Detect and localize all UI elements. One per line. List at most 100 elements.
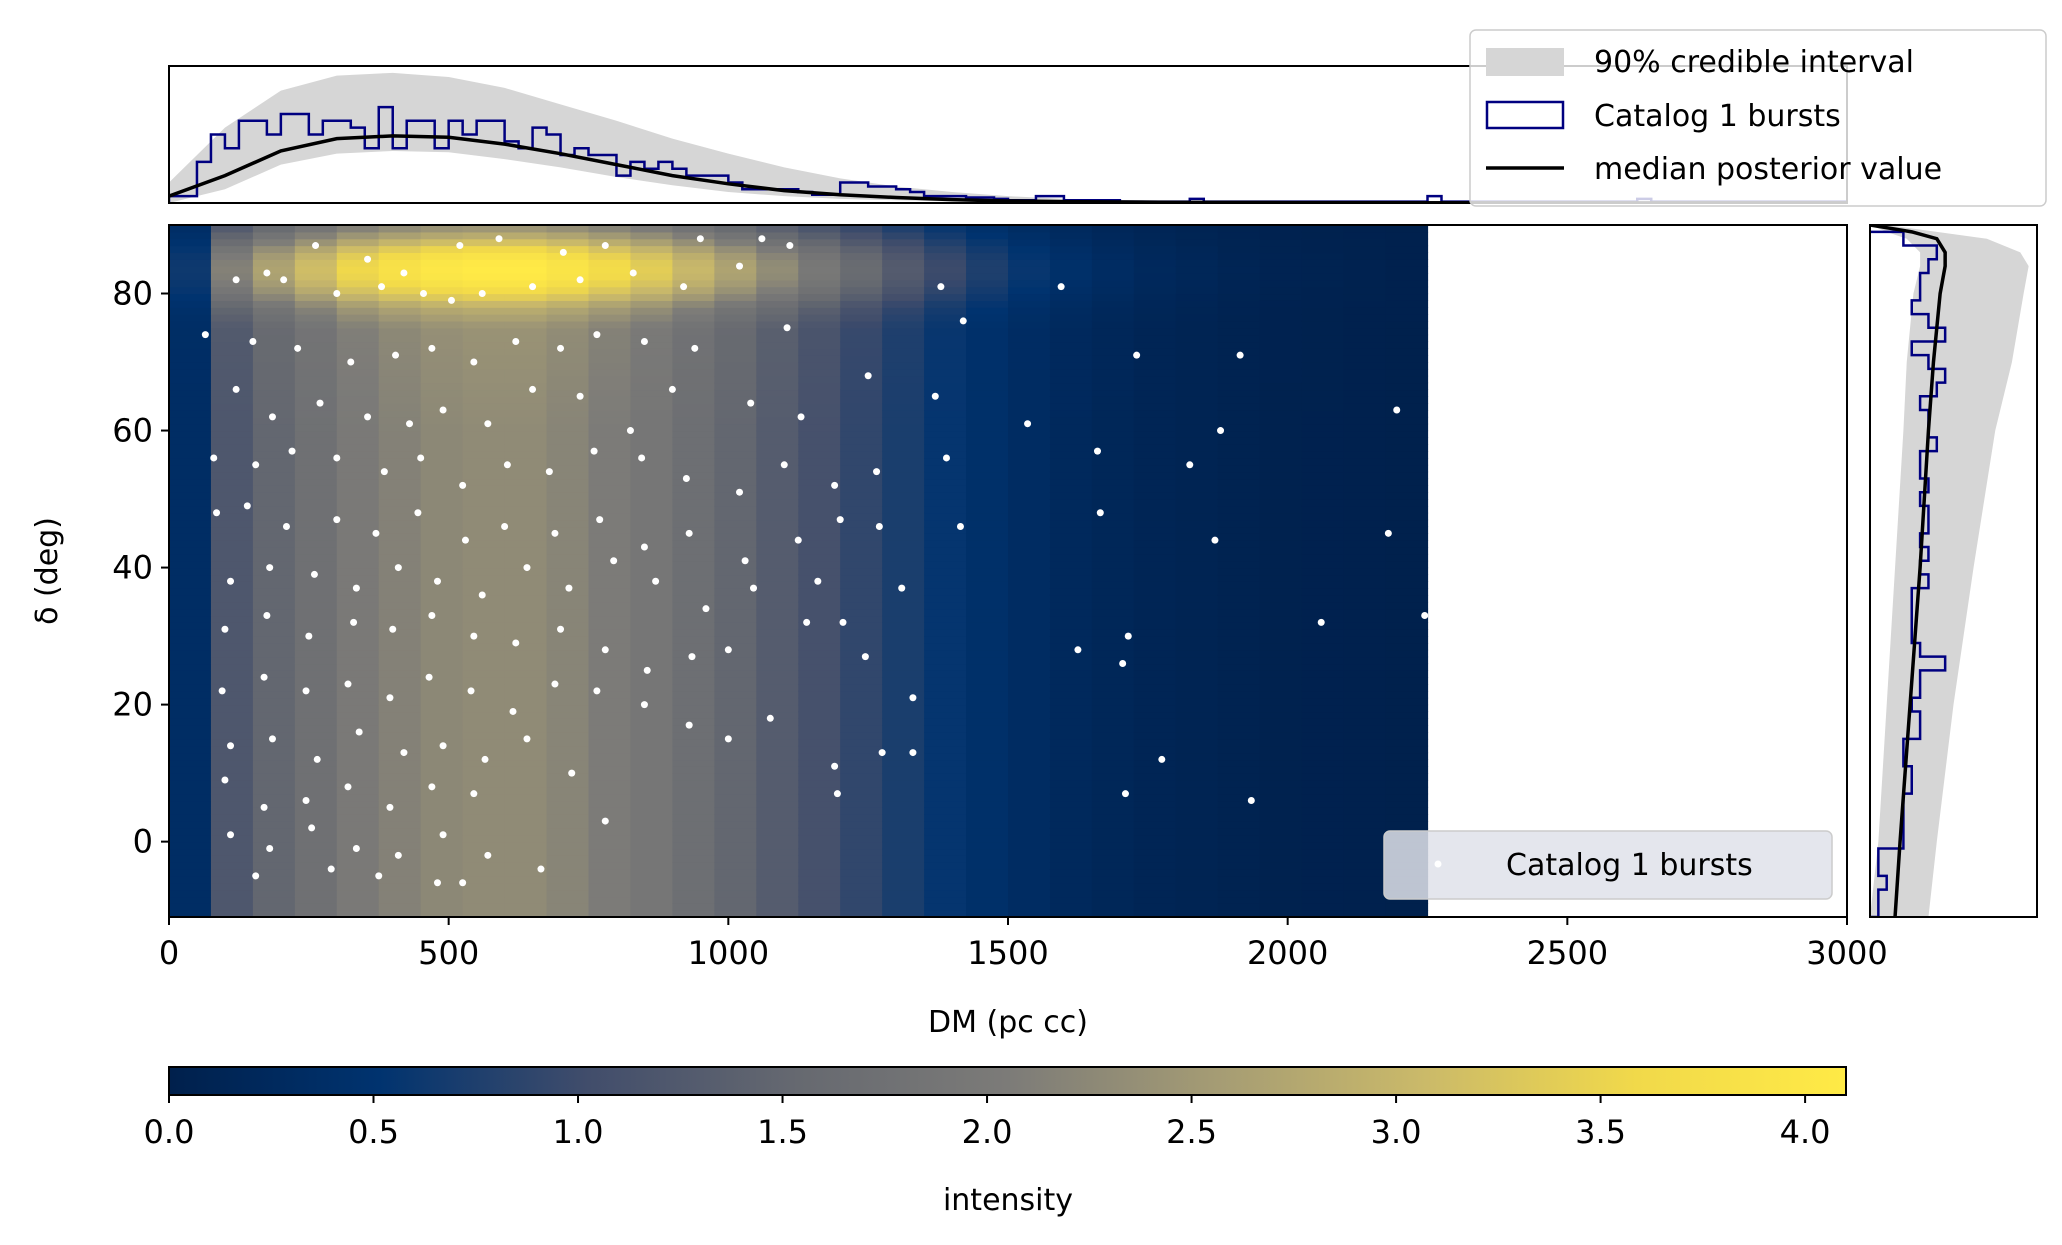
heatmap-cell bbox=[714, 841, 757, 850]
heatmap-cell bbox=[169, 725, 212, 733]
heatmap-cell bbox=[504, 574, 548, 582]
heatmap-cell bbox=[756, 293, 799, 301]
heatmap-cell bbox=[1343, 320, 1387, 329]
heatmap-cell bbox=[756, 896, 799, 904]
heatmap-cell bbox=[462, 437, 506, 445]
heatmap-cell bbox=[1301, 752, 1345, 761]
heatmap-cell bbox=[546, 499, 590, 507]
heatmap-cell bbox=[1049, 807, 1093, 815]
top-credible-interval-band bbox=[169, 72, 1847, 203]
heatmap-cell bbox=[1049, 848, 1093, 856]
heatmap-cell bbox=[252, 910, 296, 917]
heatmap-cell bbox=[546, 362, 590, 370]
heatmap-cell bbox=[504, 773, 548, 781]
heatmap-cell bbox=[1343, 738, 1387, 747]
heatmap-cell bbox=[1385, 478, 1429, 486]
heatmap-cell bbox=[210, 485, 254, 493]
heatmap-cell bbox=[546, 245, 590, 254]
heatmap-cell bbox=[546, 875, 590, 884]
heatmap-cell bbox=[756, 690, 799, 699]
heatmap-cell bbox=[840, 615, 883, 623]
heatmap-cell bbox=[169, 834, 212, 843]
heatmap-cell bbox=[798, 423, 841, 432]
heatmap-cell bbox=[210, 834, 254, 843]
heatmap-cell bbox=[462, 882, 506, 891]
heatmap-cell bbox=[546, 629, 590, 637]
heatmap-cell bbox=[840, 416, 883, 425]
heatmap-cell bbox=[294, 649, 338, 658]
heatmap-cell bbox=[378, 588, 422, 596]
heatmap-cell bbox=[1091, 540, 1135, 548]
heatmap-cell bbox=[504, 581, 548, 589]
heatmap-cell bbox=[336, 430, 380, 438]
heatmap-cell bbox=[294, 882, 338, 891]
main-legend-label: Catalog 1 bursts bbox=[1506, 848, 1753, 883]
heatmap-cell bbox=[169, 231, 212, 240]
heatmap-cell bbox=[1008, 259, 1051, 267]
heatmap-cell bbox=[1008, 752, 1051, 761]
burst-point bbox=[394, 851, 402, 859]
heatmap-cell bbox=[1301, 519, 1345, 528]
heatmap-cell bbox=[1217, 416, 1261, 425]
heatmap-cell bbox=[1091, 629, 1135, 637]
heatmap-cell bbox=[546, 786, 590, 795]
heatmap-cell bbox=[1343, 745, 1387, 754]
right-marginal-panel bbox=[1869, 224, 2038, 918]
heatmap-cell bbox=[504, 869, 548, 877]
heatmap-cell bbox=[672, 704, 715, 713]
colorbar-tick-label: 1.5 bbox=[757, 1113, 808, 1151]
heatmap-cell bbox=[504, 238, 548, 247]
burst-point bbox=[288, 447, 296, 455]
heatmap-cell bbox=[756, 320, 799, 329]
legend-median-label: median posterior value bbox=[1594, 152, 1942, 187]
burst-point bbox=[512, 337, 520, 345]
heatmap-cell bbox=[210, 779, 254, 788]
heatmap-cell bbox=[924, 307, 967, 315]
heatmap-cell bbox=[672, 553, 715, 562]
burst-point bbox=[512, 639, 520, 647]
heatmap-cell bbox=[1259, 341, 1303, 349]
heatmap-cell bbox=[210, 704, 254, 713]
heatmap-cell bbox=[882, 451, 925, 459]
heatmap-cell bbox=[1217, 855, 1261, 863]
heatmap-cell bbox=[420, 307, 464, 315]
heatmap-cell bbox=[1217, 718, 1261, 726]
heatmap-cell bbox=[378, 423, 422, 432]
heatmap-cell bbox=[294, 499, 338, 507]
heatmap-cell bbox=[714, 540, 757, 548]
heatmap-cell bbox=[1259, 752, 1303, 761]
heatmap-cell bbox=[210, 505, 254, 514]
heatmap-cell bbox=[546, 320, 590, 329]
heatmap-cell bbox=[588, 512, 632, 521]
heatmap-cell bbox=[756, 409, 799, 418]
heatmap-cell bbox=[630, 711, 673, 719]
heatmap-cell bbox=[840, 464, 883, 473]
heatmap-cell bbox=[672, 636, 715, 644]
heatmap-cell bbox=[210, 478, 254, 486]
heatmap-cell bbox=[462, 238, 506, 247]
heatmap-cell bbox=[1301, 779, 1345, 788]
heatmap-cell bbox=[1175, 444, 1219, 452]
heatmap-cell bbox=[630, 821, 673, 829]
heatmap-cell bbox=[1301, 225, 1345, 233]
heatmap-cell bbox=[672, 451, 715, 459]
heatmap-cell bbox=[630, 375, 673, 384]
burst-point bbox=[568, 769, 576, 777]
heatmap-cell bbox=[588, 231, 632, 240]
heatmap-cell bbox=[1259, 834, 1303, 843]
heatmap-cell bbox=[546, 697, 590, 706]
heatmap-cell bbox=[1008, 300, 1051, 308]
heatmap-cell bbox=[169, 841, 212, 850]
heatmap-cell bbox=[420, 677, 464, 685]
heatmap-cell bbox=[1217, 690, 1261, 699]
heatmap-cell bbox=[336, 403, 380, 411]
heatmap-cell bbox=[1175, 505, 1219, 514]
heatmap-cell bbox=[588, 245, 632, 254]
heatmap-cell bbox=[1385, 574, 1429, 582]
burst-point bbox=[232, 385, 240, 393]
heatmap-cell bbox=[672, 896, 715, 904]
heatmap-cell bbox=[546, 745, 590, 754]
heatmap-cell bbox=[1259, 732, 1303, 740]
heatmap-cell bbox=[924, 314, 967, 322]
heatmap-cell bbox=[252, 362, 296, 370]
